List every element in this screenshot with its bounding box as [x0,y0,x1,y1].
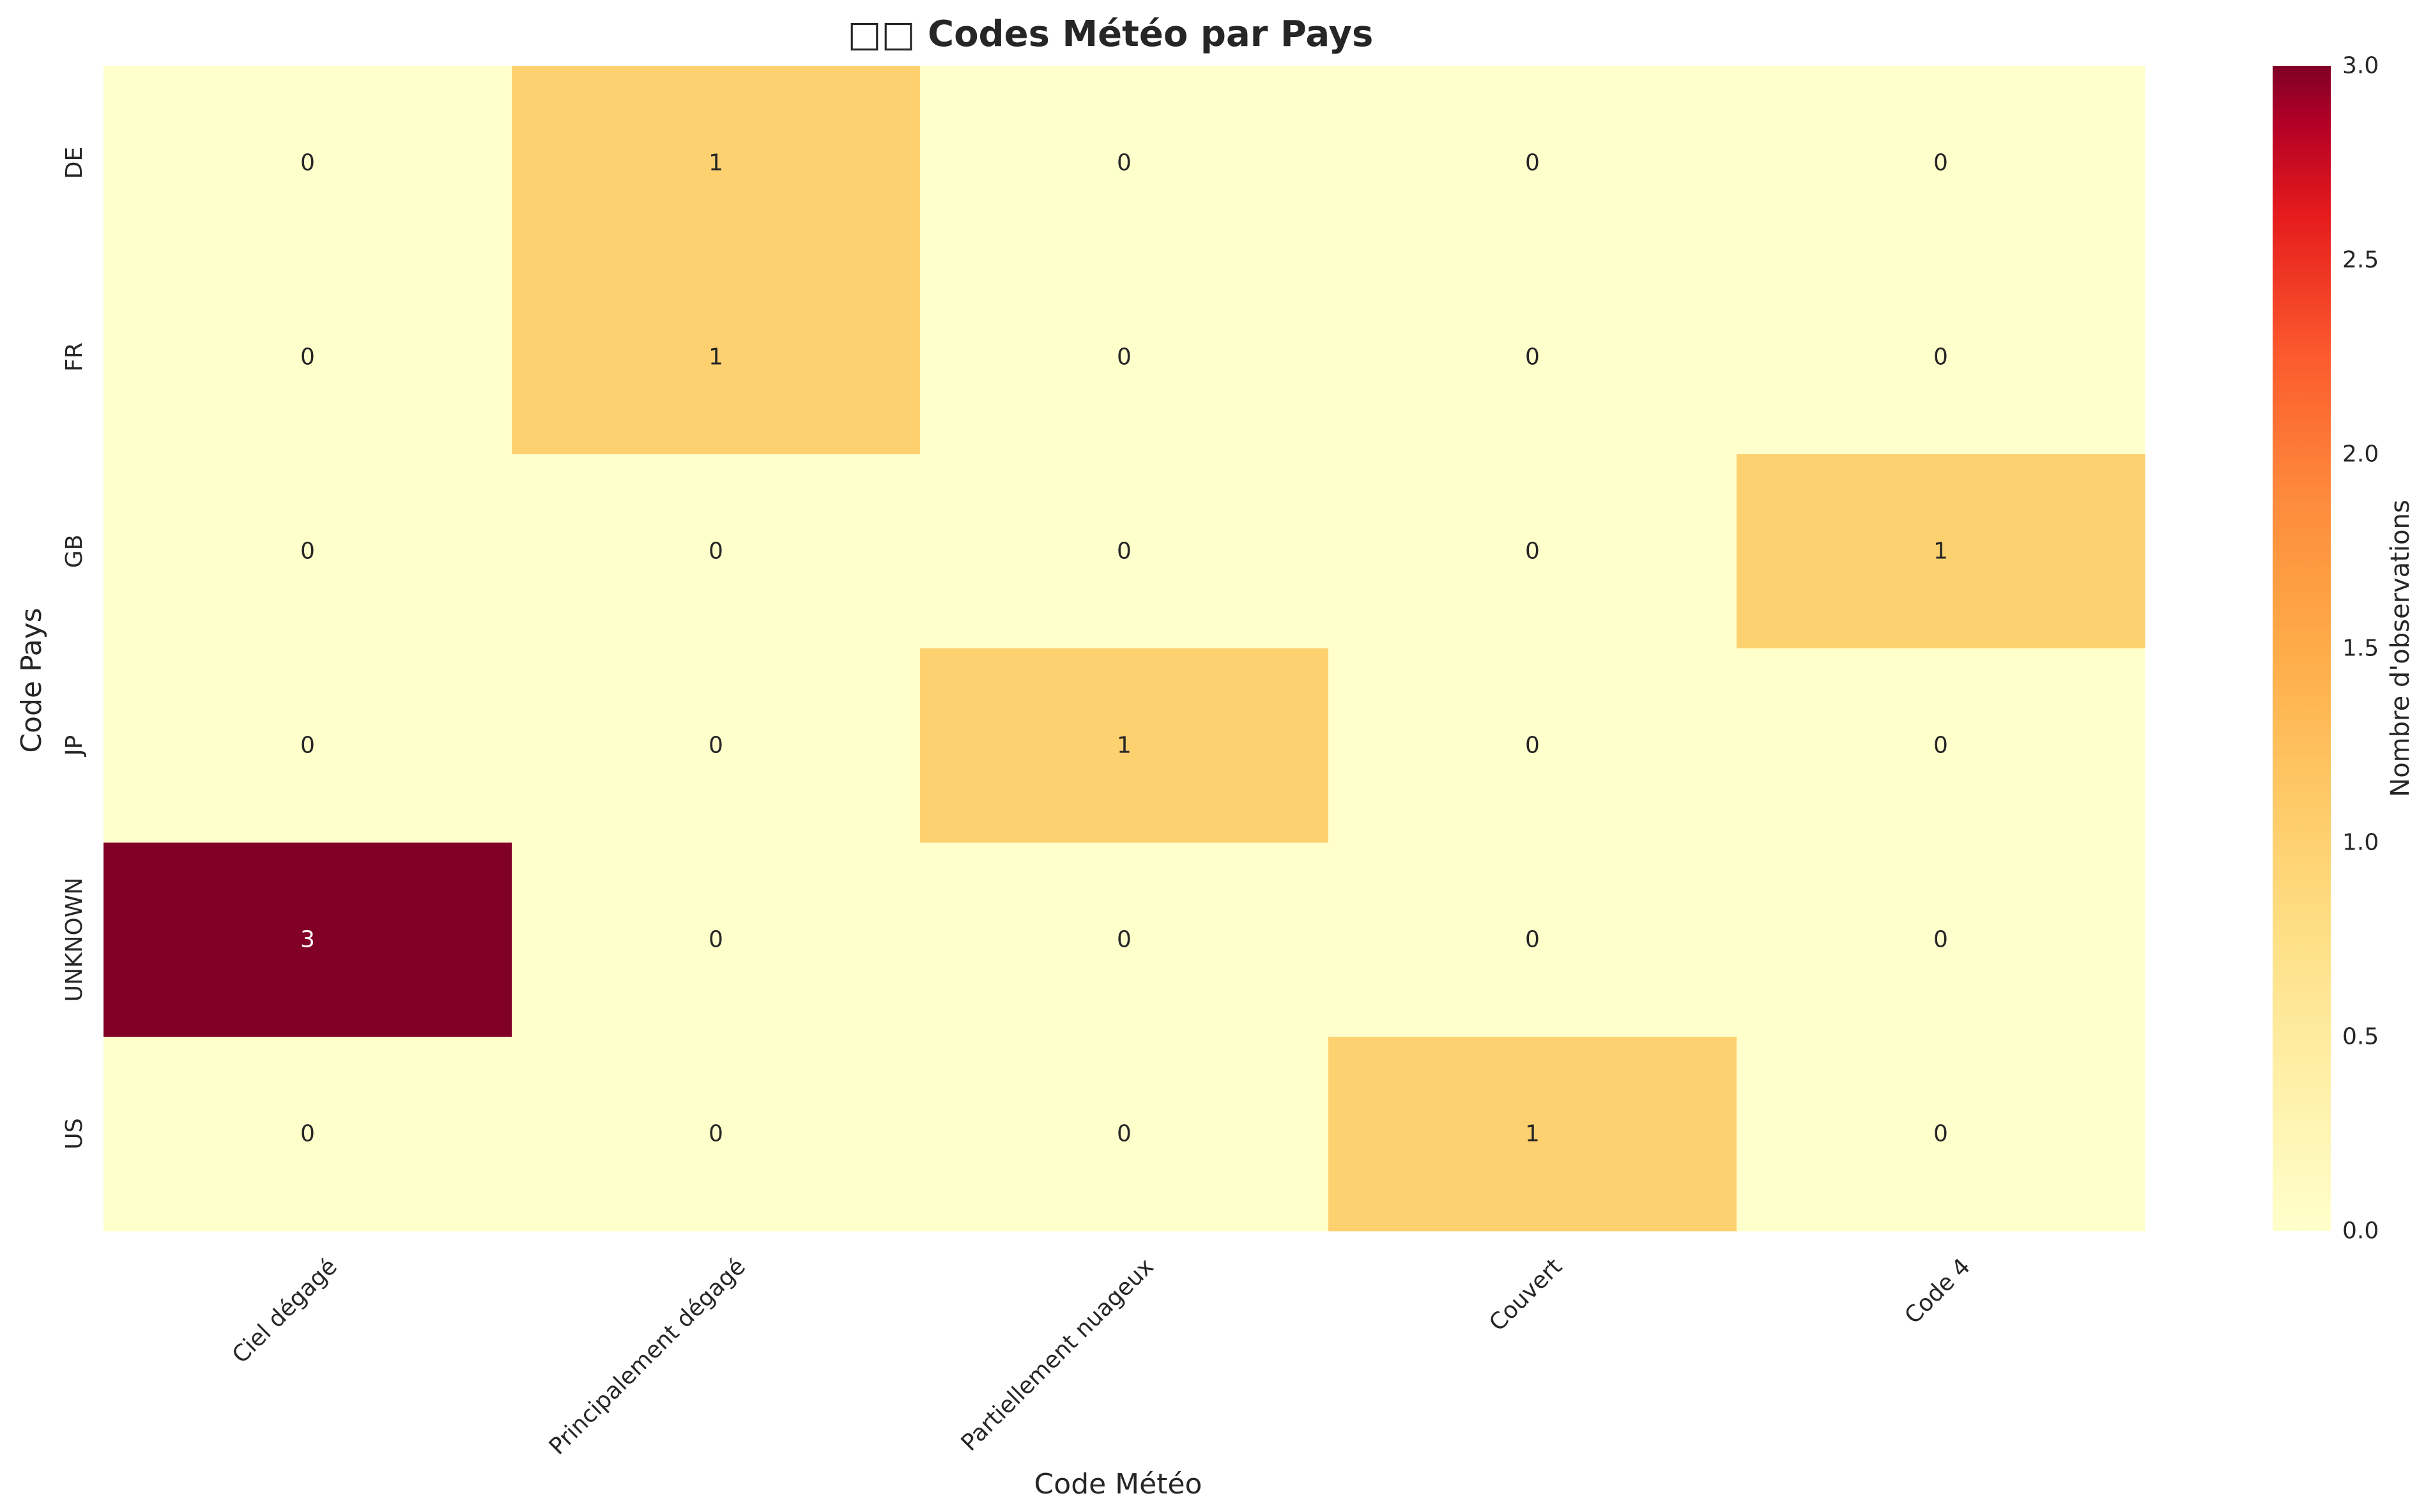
colorbar-tick-label: 2.0 [2342,441,2379,468]
heatmap-cell [512,1037,921,1232]
cell-value-label: 0 [1933,1121,1948,1147]
colorbar-label: Nombre d'observations [2386,500,2415,797]
cell-value-label: 0 [300,538,315,565]
heatmap-cell [1737,66,2145,261]
cell-value-label: 1 [1933,538,1948,565]
heatmap-cell [920,260,1329,455]
heatmap-cell [1328,648,1737,843]
heatmap-cell [512,454,921,649]
heatmap-cell [1328,260,1737,455]
heatmap-cell [1737,454,2145,649]
cell-value-label: 0 [709,927,723,953]
heatmap-cell-labels: 0 1 0 0 0 0 1 0 0 0 0 0 0 0 1 0 0 1 0 0 3 0 0 0 0 0 0 0 1 0 [300,150,1948,1147]
cell-value-label: 1 [1117,733,1132,759]
cell-value-label: 1 [709,150,723,176]
colorbar-tick-label: 2.5 [2342,247,2379,273]
heatmap-cell [1328,66,1737,261]
cell-value-label: 0 [709,1121,723,1147]
heatmap-cell [920,843,1329,1037]
y-axis-label: Code Pays [15,607,48,752]
heatmap-cells [104,66,2145,1232]
colorbar-tick-label: 0.0 [2342,1218,2379,1244]
cell-value-label: 0 [1933,344,1948,370]
cell-value-label: 0 [1117,927,1132,953]
colorbar-tick-label: 0.5 [2342,1024,2379,1050]
x-tick-label: Principalement dégagé [544,1253,751,1460]
heatmap-cell [920,66,1329,261]
cell-value-label: 0 [1525,538,1540,565]
heatmap-cell [1737,843,2145,1037]
x-tick-label: Ciel dégagé [227,1253,342,1368]
y-tick-labels: DE FR GB JP UNKNOWN US [61,147,88,1150]
y-tick-label: FR [61,342,88,372]
heatmap-cell [920,454,1329,649]
cell-value-label: 0 [300,344,315,370]
cell-value-label: 0 [709,538,723,565]
heatmap-cell [1737,260,2145,455]
colorbar [2273,66,2331,1231]
cell-value-label: 3 [300,927,315,953]
heatmap-cell [920,1037,1329,1232]
heatmap-cell [104,454,512,649]
colorbar-tick-label: 3.0 [2342,53,2379,79]
cell-value-label: 1 [1525,1121,1540,1147]
y-tick-label: GB [61,535,88,569]
cell-value-label: 0 [1933,150,1948,176]
cell-value-label: 0 [1525,344,1540,370]
x-tick-labels: Ciel dégagé Principalement dégagé Partiell… [227,1253,1976,1460]
cell-value-label: 0 [1525,150,1540,176]
heatmap-cell [1328,454,1737,649]
colorbar-ticks: 0.0 0.5 1.0 1.5 2.0 2.5 3.0 [2342,53,2379,1244]
heatmap-cell [104,260,512,455]
cell-value-label: 1 [709,344,723,370]
heatmap-cell [1737,1037,2145,1232]
cell-value-label: 0 [300,733,315,759]
x-tick-label: Couvert [1484,1253,1567,1336]
cell-value-label: 0 [1933,927,1948,953]
colorbar-tick-label: 1.0 [2342,830,2379,856]
cell-value-label: 0 [1117,1121,1132,1147]
cell-value-label: 0 [1525,733,1540,759]
cell-value-label: 0 [1933,733,1948,759]
heatmap-cell [1328,843,1737,1037]
heatmap-cell [104,1037,512,1232]
cell-value-label: 0 [1117,344,1132,370]
cell-value-label: 0 [1525,927,1540,953]
chart-title: □□ Codes Météo par Pays [848,13,1374,55]
y-tick-label: DE [61,147,88,179]
colorbar-tick-label: 1.5 [2342,636,2379,662]
heatmap-cell [512,843,921,1037]
heatmap-cell [512,260,921,455]
heatmap-cell [1328,1037,1737,1232]
y-tick-label: JP [61,735,88,757]
y-tick-label: UNKNOWN [61,878,88,1002]
y-tick-label: US [61,1118,88,1149]
heatmap-cell [104,843,512,1037]
cell-value-label: 0 [1117,538,1132,565]
cell-value-label: 0 [709,733,723,759]
cell-value-label: 0 [300,150,315,176]
x-axis-label: Code Météo [1034,1468,1202,1501]
cell-value-label: 0 [300,1121,315,1147]
heatmap-cell [104,648,512,843]
heatmap-cell [1737,648,2145,843]
cell-value-label: 0 [1117,150,1132,176]
heatmap-cell [920,648,1329,843]
heatmap-cell [512,66,921,261]
x-tick-label: Code 4 [1900,1253,1976,1329]
heatmap-cell [512,648,921,843]
heatmap-cell [104,66,512,261]
x-tick-label: Partiellement nuageux [956,1253,1159,1456]
